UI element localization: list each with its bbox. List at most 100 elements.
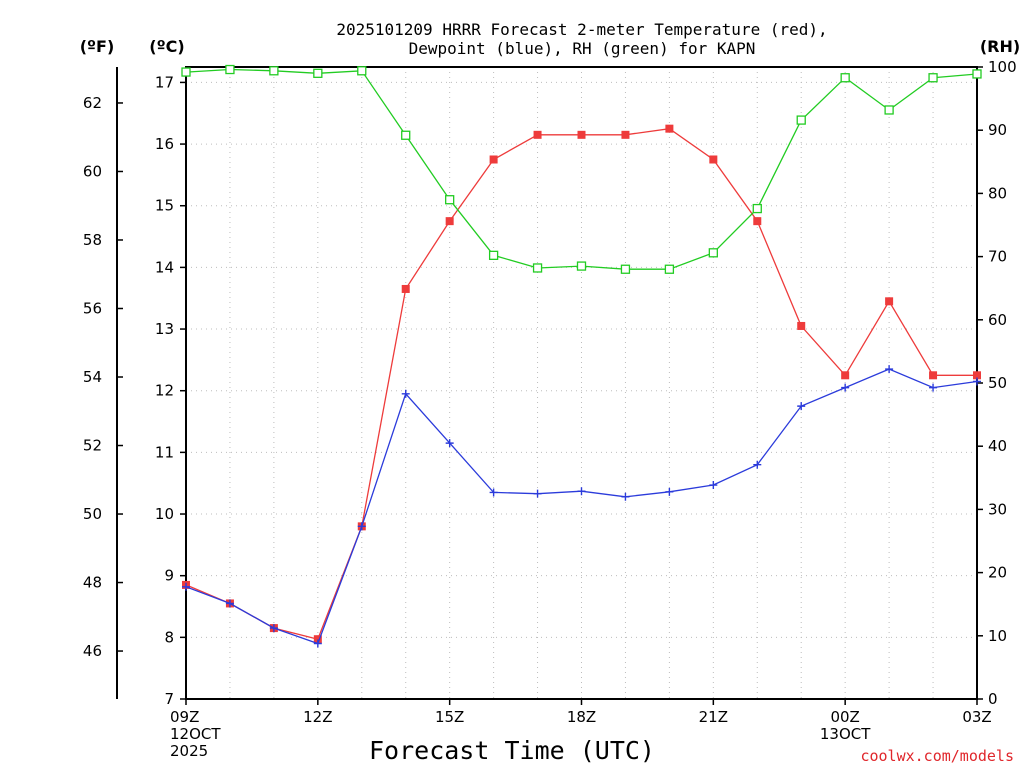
temperature-point (445, 217, 454, 226)
temperature-point (313, 635, 322, 644)
source-credit: coolwx.com/models (860, 747, 1014, 765)
time-tick-label: 03Z (962, 708, 991, 726)
temperature-point (489, 155, 498, 164)
time-tick-label: 15Z (435, 708, 464, 726)
time-tick-label: 21Z (699, 708, 728, 726)
dewpoint-point (357, 522, 366, 531)
rh-tick-label: 0 (988, 690, 998, 708)
fahrenheit-tick-label: 52 (83, 437, 102, 455)
fahrenheit-tick-label: 60 (83, 162, 102, 180)
rh-tick-label: 60 (988, 311, 1007, 329)
dewpoint-point (577, 487, 586, 496)
time-tick-label: 2025 (170, 742, 208, 760)
dewpoint-point (445, 439, 454, 448)
dewpoint-point (489, 488, 498, 497)
time-tick-label: 12Z (303, 708, 332, 726)
rh-tick-label: 40 (988, 437, 1007, 455)
celsius-axis-ticks: 7 8 9 10 11 12 13 14 15 16 17 (155, 73, 186, 708)
temperature-point (929, 371, 938, 380)
rh-axis-unit: (RH) (980, 37, 1020, 56)
celsius-tick-label: 7 (164, 690, 174, 708)
temperature-point (665, 124, 674, 133)
x-axis-label: Forecast Time (UTC) (369, 736, 655, 765)
rh-point (445, 195, 455, 205)
celsius-tick-label: 10 (155, 505, 174, 523)
dewpoint-point (709, 481, 718, 490)
rh-tick-label: 90 (988, 121, 1007, 139)
rh-tick-label: 30 (988, 500, 1007, 518)
rh-point (225, 64, 235, 75)
dewpoint-point (665, 487, 674, 496)
rh-tick-label: 50 (988, 374, 1007, 392)
dewpoint-point (885, 365, 894, 374)
fahrenheit-axis-unit: (ºF) (80, 37, 115, 56)
celsius-tick-label: 8 (164, 628, 174, 646)
dewpoint-point (621, 492, 630, 501)
chart-title-line-2: Dewpoint (blue), RH (green) for KAPN (409, 39, 756, 58)
dewpoint-point (225, 599, 234, 608)
dewpoint-point (973, 377, 981, 386)
temperature-point (973, 371, 981, 380)
temperature-point (577, 130, 586, 139)
rh-point (181, 67, 191, 77)
time-tick-label: 13OCT (820, 725, 871, 743)
rh-point (401, 130, 411, 140)
rh-tick-label: 100 (988, 58, 1017, 76)
temperature-point (753, 217, 762, 226)
temperature-point (401, 284, 410, 293)
temperature-point (841, 371, 850, 380)
celsius-tick-label: 9 (164, 567, 174, 585)
time-tick-label: 18Z (567, 708, 596, 726)
dewpoint-point (182, 582, 190, 591)
rh-point (620, 264, 631, 274)
time-tick-label: 12OCT (170, 725, 221, 743)
fahrenheit-tick-label: 50 (83, 505, 102, 523)
celsius-tick-label: 15 (155, 197, 174, 215)
celsius-axis-unit: (ºC) (149, 37, 184, 56)
dewpoint-point (753, 460, 762, 469)
rh-axis-ticks: 0 10 20 30 40 50 60 70 80 90 100 (977, 58, 1017, 708)
dewpoint-point (797, 402, 806, 411)
rh-point (840, 73, 850, 83)
celsius-tick-label: 11 (155, 443, 174, 461)
rh-tick-label: 70 (988, 248, 1007, 266)
temperature-point (885, 297, 894, 306)
temperature-point (797, 321, 806, 330)
dewpoint-point (841, 383, 850, 392)
chart-title: 2025101209 HRRR Forecast 2-meter Tempera… (336, 20, 827, 58)
fahrenheit-tick-label: 48 (83, 574, 102, 592)
time-tick-label: 00Z (830, 708, 859, 726)
fahrenheit-tick-label: 54 (83, 368, 102, 386)
dewpoint-point (313, 639, 322, 648)
rh-point (313, 68, 323, 78)
fahrenheit-tick-label: 56 (83, 299, 102, 317)
temperature-point (533, 130, 542, 139)
rh-point (664, 264, 675, 274)
dewpoint-point (929, 383, 938, 392)
temperature-point (621, 130, 630, 139)
dewpoint-point (269, 624, 278, 633)
celsius-tick-label: 12 (155, 382, 174, 400)
chart-title-line-1: 2025101209 HRRR Forecast 2-meter Tempera… (336, 20, 827, 39)
rh-point (752, 203, 762, 214)
rh-tick-label: 10 (988, 627, 1007, 645)
rh-point (708, 248, 718, 258)
grid-lines (186, 67, 977, 699)
rh-point (972, 69, 982, 79)
rh-line (185, 68, 978, 270)
rh-point (532, 263, 543, 273)
fahrenheit-tick-label: 46 (83, 642, 102, 660)
data-series (181, 64, 982, 648)
temperature-point (709, 155, 718, 164)
rh-point (269, 66, 279, 76)
rh-point (357, 66, 367, 76)
rh-tick-label: 20 (988, 564, 1007, 582)
rh-point (796, 115, 806, 125)
rh-point (884, 105, 894, 115)
dewpoint-point (533, 489, 542, 498)
fahrenheit-axis-ticks: 46 48 50 52 54 56 58 60 62 (83, 94, 123, 660)
rh-point (928, 73, 938, 83)
axes (116, 66, 978, 700)
